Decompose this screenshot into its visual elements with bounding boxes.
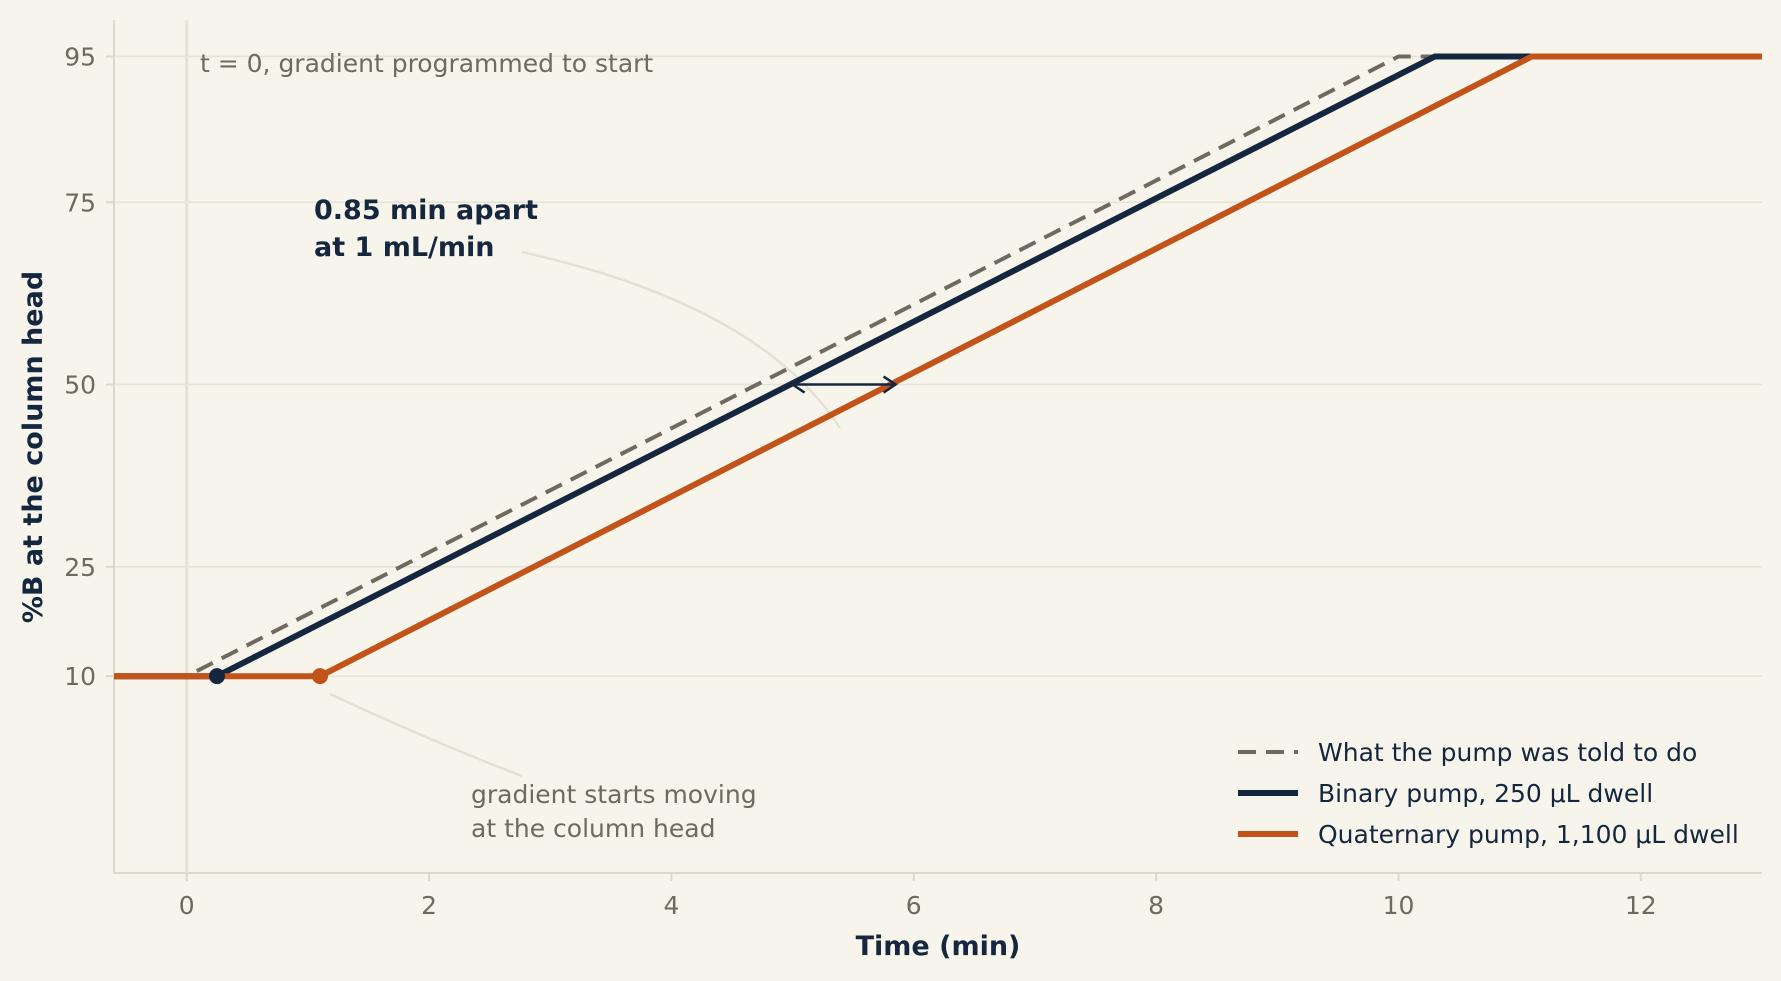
legend-label-binary: Binary pump, 250 μL dwell: [1318, 779, 1653, 808]
x-axis-title: Time (min): [856, 931, 1021, 962]
annotation-leaders: [329, 250, 842, 778]
series-commanded: [114, 54, 1435, 679]
start-annotation-line2: at the column head: [471, 814, 715, 843]
series-lines: [114, 53, 1762, 680]
gap-annotation-line1: 0.85 min apart: [314, 195, 538, 226]
gap-arrow-head-right: [882, 375, 898, 394]
gap-annotation-leader: [521, 250, 842, 429]
x-tick-label-8: 8: [1148, 891, 1164, 920]
x-tick-label-6: 6: [906, 891, 922, 920]
x-tick-label-4: 4: [663, 891, 679, 920]
y-axis-title: %B at the column head: [18, 271, 49, 623]
start-annotation-leader: [329, 692, 523, 778]
gradient-start-marker-1: [312, 668, 328, 685]
series-markers: [209, 375, 898, 685]
legend: What the pump was told to do Binary pump…: [1238, 738, 1739, 849]
y-tick-label-25: 25: [64, 553, 96, 582]
series-quaternary: [114, 53, 1762, 680]
x-tick-label-10: 10: [1383, 891, 1415, 920]
y-tick-label-95: 95: [64, 42, 96, 71]
series-binary: [114, 53, 1532, 680]
y-tick-label-10: 10: [64, 662, 96, 691]
legend-label-commanded: What the pump was told to do: [1318, 738, 1697, 767]
tick-labels: 10 25 50 75 95 0 2 4 6 8 10 12: [64, 42, 1657, 920]
x-tick-label-2: 2: [421, 891, 437, 920]
x-tick-label-0: 0: [179, 891, 195, 920]
gridlines: [114, 55, 1762, 677]
t0-annotation: t = 0, gradient programmed to start: [200, 49, 653, 78]
gradient-start-marker-0: [209, 668, 225, 685]
gap-annotation-line2: at 1 mL/min: [314, 232, 495, 263]
gap-arrow-head-left: [790, 375, 806, 394]
x-tick-label-12: 12: [1625, 891, 1657, 920]
y-tick-label-50: 50: [64, 371, 96, 400]
start-annotation-line1: gradient starts moving: [471, 780, 757, 809]
y-tick-label-75: 75: [64, 188, 96, 217]
axes: [106, 20, 1762, 881]
legend-label-quaternary: Quaternary pump, 1,100 μL dwell: [1318, 820, 1739, 849]
